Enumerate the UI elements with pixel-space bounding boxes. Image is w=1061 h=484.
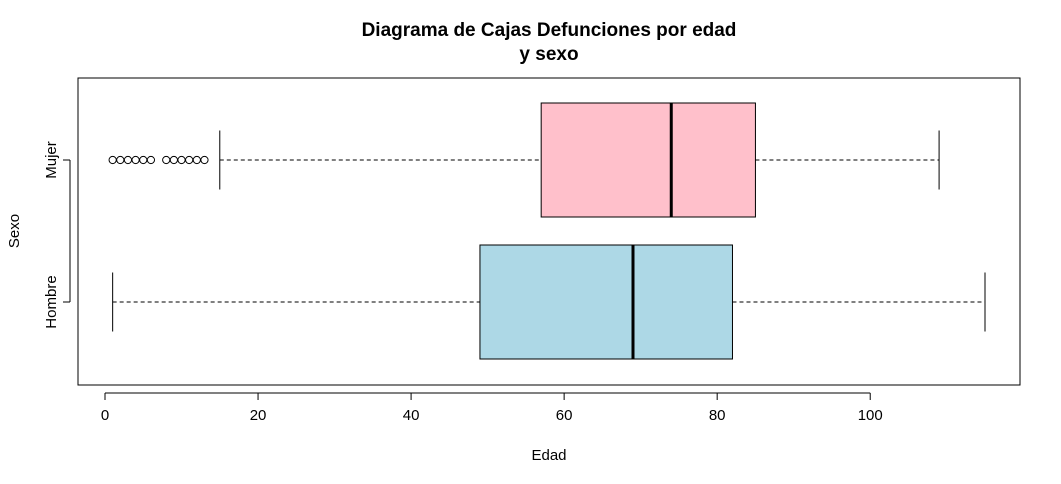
chart-title-line-1: Diagrama de Cajas Defunciones por edad [362,20,737,41]
y-tick-label-mujer: Mujer [43,141,60,179]
boxplot-series [108,102,986,360]
chart-title-line-2: y sexo [519,44,578,65]
outlier-point-mujer [162,155,171,165]
x-tick-label: 40 [403,407,420,424]
outlier-point-mujer [146,155,156,165]
x-axis-label: Edad [531,447,566,464]
plot-frame [77,77,1021,386]
x-tick-label: 80 [709,407,726,424]
outlier-point-mujer [116,155,125,165]
y-axis: Hombre Mujer [43,141,71,329]
x-tick-label: 100 [858,407,883,424]
y-axis-label: Sexo [6,214,23,248]
y-tick-label-hombre: Hombre [43,275,60,328]
outlier-point-mujer [123,155,133,165]
outlier-point-mujer [200,155,209,165]
outlier-point-mujer [139,155,148,165]
x-tick-label: 0 [101,407,109,424]
x-tick-label: 60 [556,407,573,424]
iqr-box-hombre [479,244,733,360]
outlier-point-mujer [169,155,178,165]
box-hombre [112,244,986,360]
iqr-box-mujer [540,102,756,218]
box-mujer [108,102,940,218]
outlier-point-mujer [185,155,194,165]
x-axis: 0 20 40 60 80 100 [101,392,883,424]
outlier-point-mujer [192,155,201,165]
outlier-point-mujer [177,155,186,165]
outlier-point-mujer [108,155,117,165]
outlier-point-mujer [131,155,140,165]
x-tick-label: 20 [250,407,267,424]
